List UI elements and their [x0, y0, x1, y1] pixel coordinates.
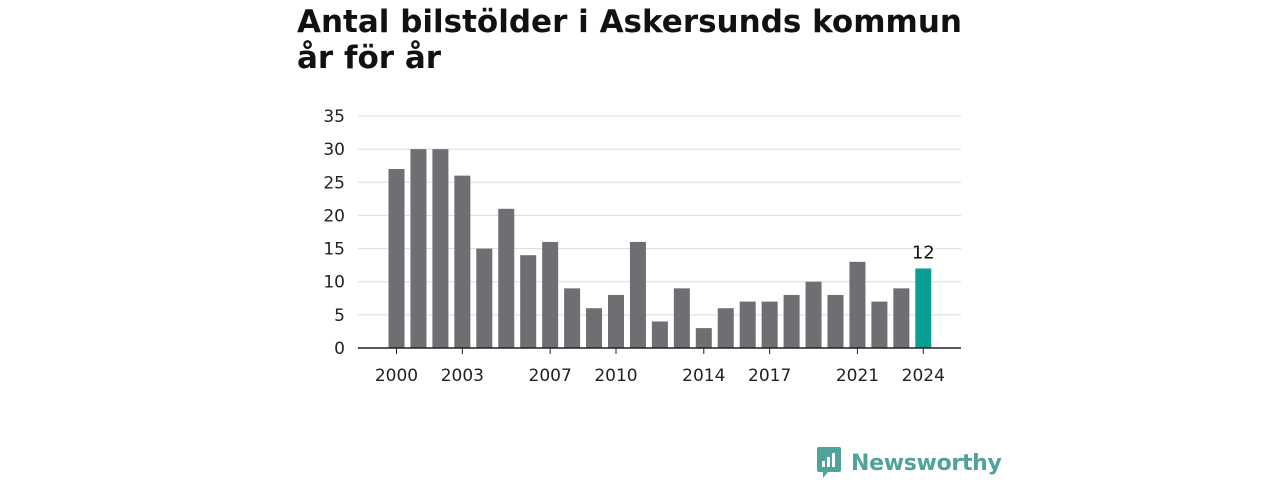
brand-name: Newsworthy [851, 450, 1002, 476]
bar [388, 169, 405, 348]
bar [498, 208, 515, 348]
chart-title-line-2: år för år [297, 40, 442, 76]
bar [476, 248, 493, 348]
bar [608, 294, 624, 348]
bar [695, 328, 712, 348]
y-tick-label: 5 [334, 306, 345, 326]
chart-title: Antal bilstölder i Askersunds kommun år … [297, 4, 997, 76]
x-tick-label: 2014 [682, 366, 725, 386]
y-tick-label: 15 [323, 240, 345, 260]
bar [432, 149, 449, 348]
bar [893, 288, 910, 348]
bar [454, 175, 471, 348]
bar [849, 261, 866, 348]
bar [629, 241, 646, 348]
bar [739, 301, 756, 348]
newsworthy-logo-icon [817, 447, 841, 478]
x-tick-label: 2000 [375, 366, 418, 386]
bar [915, 268, 932, 348]
chart-title-line-1: Antal bilstölder i Askersunds kommun [297, 4, 962, 40]
data-label: 12 [912, 242, 935, 263]
y-tick-label: 35 [323, 107, 345, 127]
bar [871, 301, 888, 348]
bar [520, 255, 537, 348]
y-tick-label: 0 [334, 339, 345, 359]
x-tick-label: 2010 [594, 366, 637, 386]
newsworthy-logo: Newsworthy [815, 446, 1002, 480]
bar [651, 321, 668, 348]
bar [761, 301, 778, 348]
bar [717, 308, 734, 348]
x-tick-label: 2024 [902, 366, 945, 386]
bar [542, 241, 559, 348]
bar [673, 288, 690, 348]
y-tick-label: 30 [323, 140, 345, 160]
bar [564, 288, 581, 348]
bar [827, 294, 844, 348]
x-tick-label: 2017 [748, 366, 791, 386]
y-tick-label: 20 [323, 206, 345, 226]
x-tick-label: 2003 [441, 366, 484, 386]
bar [586, 308, 603, 348]
x-tick-label: 2007 [529, 366, 572, 386]
bar [805, 281, 822, 348]
bar [783, 294, 800, 348]
y-tick-label: 10 [323, 273, 345, 293]
bar [410, 149, 427, 348]
x-tick-label: 2021 [836, 366, 879, 386]
y-tick-label: 25 [323, 173, 345, 193]
